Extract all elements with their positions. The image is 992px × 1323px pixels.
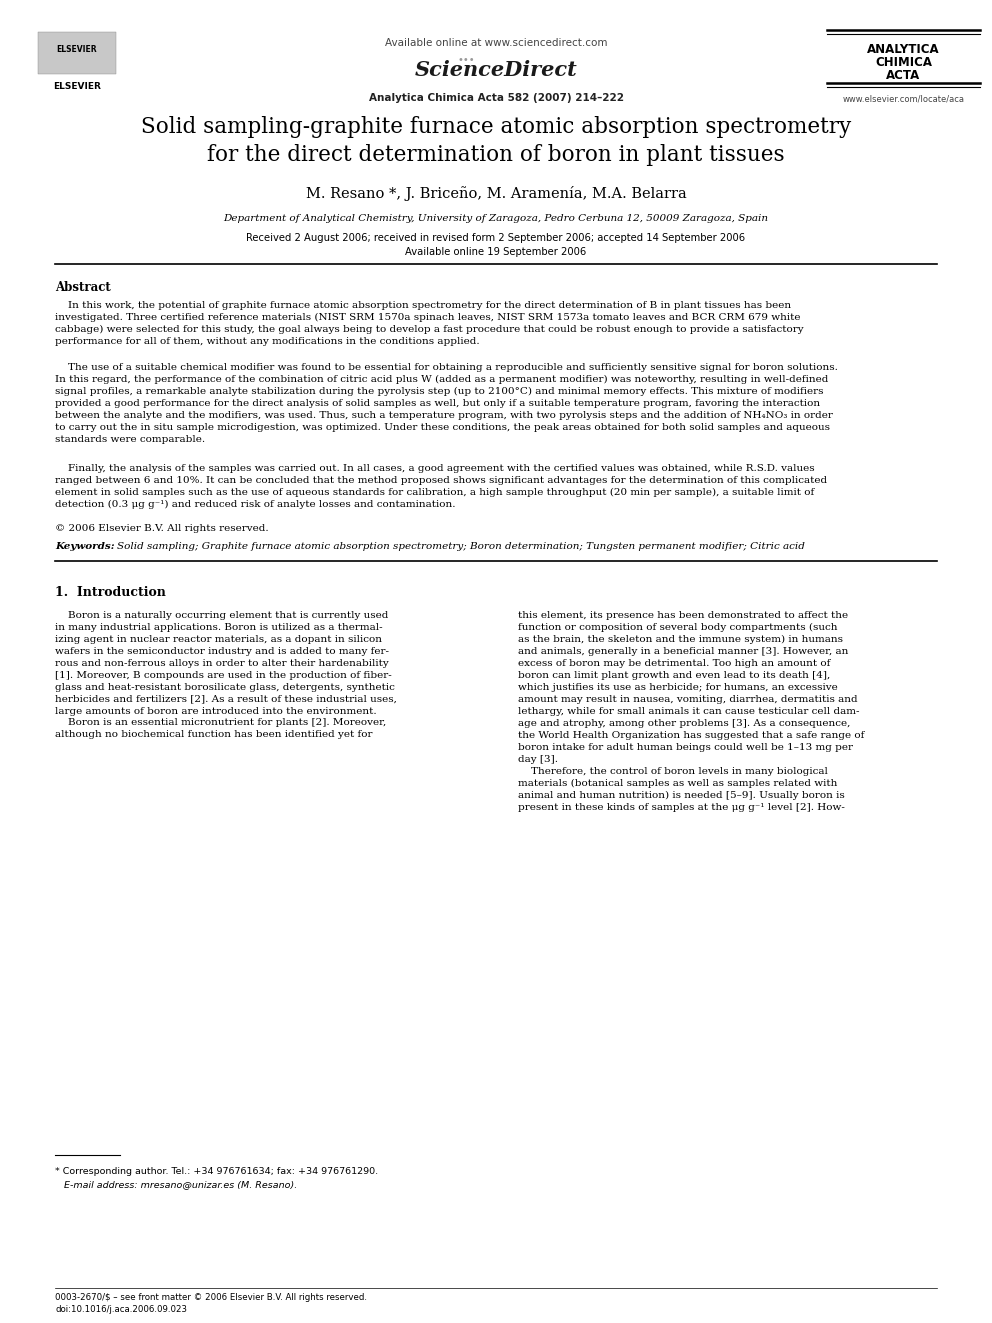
Text: www.elsevier.com/locate/aca: www.elsevier.com/locate/aca — [842, 95, 964, 105]
Text: 1.  Introduction: 1. Introduction — [55, 586, 166, 599]
Text: Solid sampling-graphite furnace atomic absorption spectrometry: Solid sampling-graphite furnace atomic a… — [141, 116, 851, 138]
Text: this element, its presence has been demonstrated to affect the
function or compo: this element, its presence has been demo… — [518, 611, 864, 812]
Text: In this work, the potential of graphite furnace atomic absorption spectrometry f: In this work, the potential of graphite … — [55, 302, 804, 347]
Text: Available online 19 September 2006: Available online 19 September 2006 — [406, 247, 586, 257]
Text: 0003-2670/$ – see front matter © 2006 Elsevier B.V. All rights reserved.: 0003-2670/$ – see front matter © 2006 El… — [55, 1293, 367, 1302]
Text: CHIMICA: CHIMICA — [875, 56, 932, 69]
Text: E-mail address: mresano@unizar.es (M. Resano).: E-mail address: mresano@unizar.es (M. Re… — [55, 1180, 298, 1189]
Text: Department of Analytical Chemistry, University of Zaragoza, Pedro Cerbuna 12, 50: Department of Analytical Chemistry, Univ… — [223, 214, 769, 224]
Text: * Corresponding author. Tel.: +34 976761634; fax: +34 976761290.: * Corresponding author. Tel.: +34 976761… — [55, 1167, 378, 1176]
Text: •••: ••• — [457, 56, 475, 65]
Text: Finally, the analysis of the samples was carried out. In all cases, a good agree: Finally, the analysis of the samples was… — [55, 464, 827, 509]
Text: Received 2 August 2006; received in revised form 2 September 2006; accepted 14 S: Received 2 August 2006; received in revi… — [246, 233, 746, 243]
Text: ScienceDirect: ScienceDirect — [415, 60, 577, 79]
Text: doi:10.1016/j.aca.2006.09.023: doi:10.1016/j.aca.2006.09.023 — [55, 1304, 187, 1314]
Text: ELSEVIER: ELSEVIER — [53, 82, 101, 91]
FancyBboxPatch shape — [38, 32, 116, 74]
Text: ACTA: ACTA — [887, 69, 921, 82]
Text: M. Resano *, J. Briceño, M. Aramenía, M.A. Belarra: M. Resano *, J. Briceño, M. Aramenía, M.… — [306, 187, 686, 201]
Text: for the direct determination of boron in plant tissues: for the direct determination of boron in… — [207, 144, 785, 165]
Text: Keywords:: Keywords: — [55, 542, 118, 550]
Text: Analytica Chimica Acta 582 (2007) 214–222: Analytica Chimica Acta 582 (2007) 214–22… — [368, 93, 624, 103]
Text: Abstract: Abstract — [55, 280, 111, 294]
Text: Solid sampling; Graphite furnace atomic absorption spectrometry; Boron determina: Solid sampling; Graphite furnace atomic … — [117, 542, 805, 550]
Text: The use of a suitable chemical modifier was found to be essential for obtaining : The use of a suitable chemical modifier … — [55, 363, 838, 445]
Text: ANALYTICA: ANALYTICA — [867, 44, 939, 56]
Text: © 2006 Elsevier B.V. All rights reserved.: © 2006 Elsevier B.V. All rights reserved… — [55, 524, 269, 533]
Text: Available online at www.sciencedirect.com: Available online at www.sciencedirect.co… — [385, 38, 607, 48]
Text: ELSEVIER: ELSEVIER — [57, 45, 97, 54]
Text: Boron is a naturally occurring element that is currently used
in many industrial: Boron is a naturally occurring element t… — [55, 611, 397, 740]
